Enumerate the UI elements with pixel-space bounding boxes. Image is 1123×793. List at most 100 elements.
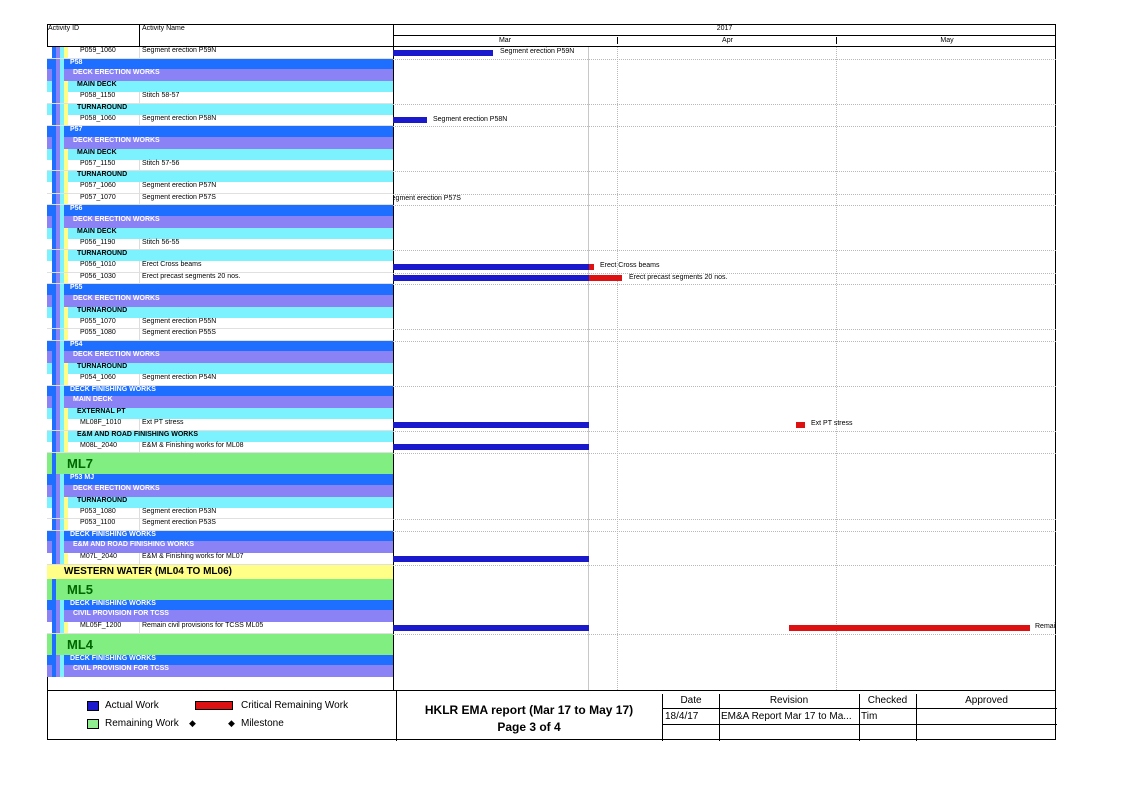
wbs-row-wbs3[interactable]: MAIN DECK <box>47 227 393 239</box>
activity-row[interactable]: P057_1150 Stitch 57-56 <box>47 159 393 171</box>
actual-work-bar[interactable] <box>393 117 427 124</box>
wbs-label: EXTERNAL PT <box>77 408 126 415</box>
wbs-row-wbs2[interactable]: MAIN DECK <box>47 396 393 408</box>
actual-work-bar[interactable] <box>393 624 589 631</box>
wbs-row-wbs2[interactable]: CIVIL PROVISION FOR TCSS <box>47 665 393 677</box>
wbs-row-ml[interactable]: ML7 <box>47 453 393 474</box>
wbs-level-stripe <box>56 171 60 182</box>
actual-work-bar[interactable] <box>393 275 589 282</box>
activity-row[interactable]: ML08F_1010 Ext PT stress <box>47 419 393 431</box>
wbs-row-wbs2[interactable]: E&M AND ROAD FINISHING WORKS <box>47 541 393 553</box>
wbs-row-wbs1[interactable]: P53 MJ <box>47 474 393 485</box>
wbs-row-wbs1[interactable]: DECK FINISHING WORKS <box>47 530 393 541</box>
actual-work-bar[interactable] <box>393 444 589 451</box>
wbs-row-wbs2[interactable]: DECK ERECTION WORKS <box>47 294 393 307</box>
activity-row[interactable]: P058_1060 Segment erection P58N <box>47 114 393 126</box>
activity-id: P057_1150 <box>80 159 116 167</box>
critical-remaining-bar[interactable] <box>789 624 1030 631</box>
wbs-level-stripe <box>56 329 60 340</box>
wbs-row-wbs2[interactable]: DECK ERECTION WORKS <box>47 69 393 81</box>
wbs-level-stripe <box>60 351 64 363</box>
wbs-row-wbs3[interactable]: TURNAROUND <box>47 496 393 508</box>
wbs-row-western[interactable]: WESTERN WATER (ML04 TO ML06) <box>47 564 393 579</box>
actual-work-bar[interactable] <box>393 49 493 56</box>
wbs-level-stripe <box>52 441 56 452</box>
activity-row[interactable]: P057_1060 Segment erection P57N <box>47 182 393 194</box>
row-gridline <box>393 205 1056 206</box>
activity-row[interactable]: P056_1030 Erect precast segments 20 nos. <box>47 272 393 284</box>
wbs-level-stripe <box>60 441 64 452</box>
wbs-row-wbs3[interactable]: TURNAROUND <box>47 250 393 261</box>
wbs-level-stripe <box>60 126 64 137</box>
report-title-block: HKLR EMA report (Mar 17 to May 17) Page … <box>396 691 662 741</box>
wbs-level-stripe <box>64 306 68 318</box>
activity-row[interactable]: P055_1080 Segment erection P55S <box>47 329 393 341</box>
actual-work-swatch <box>87 701 99 711</box>
activity-id: P056_1010 <box>80 261 116 268</box>
wbs-row-wbs2[interactable]: DECK ERECTION WORKS <box>47 136 393 149</box>
wbs-level-stripe <box>56 193 60 204</box>
wbs-level-stripe <box>60 159 64 170</box>
activity-id: P056_1030 <box>80 272 116 280</box>
row-gridline <box>393 284 1056 285</box>
wbs-level-stripe <box>56 374 60 385</box>
wbs-row-wbs2[interactable]: DECK ERECTION WORKS <box>47 215 393 228</box>
actual-work-bar[interactable] <box>393 421 589 428</box>
wbs-row-wbs3[interactable]: TURNAROUND <box>47 171 393 182</box>
wbs-row-wbs3[interactable]: TURNAROUND <box>47 363 393 374</box>
wbs-row-wbs3[interactable]: MAIN DECK <box>47 148 393 160</box>
wbs-row-wbs2[interactable]: CIVIL PROVISION FOR TCSS <box>47 610 393 622</box>
activity-row[interactable]: P059_1060 Segment erection P59N <box>47 47 393 59</box>
activity-row[interactable]: P053_1080 Segment erection P53N <box>47 507 393 519</box>
wbs-level-stripe <box>56 136 60 149</box>
wbs-level-stripe <box>52 261 56 272</box>
wbs-level-stripe <box>52 205 56 216</box>
row-gridline <box>393 126 1056 127</box>
wbs-level-stripe <box>60 553 64 564</box>
activity-name: Segment erection P53S <box>142 519 216 526</box>
wbs-row-wbs1[interactable]: P55 <box>47 284 393 295</box>
activity-row[interactable]: P057_1070 Segment erection P57S <box>47 193 393 205</box>
activity-id: ML05F_1200 <box>80 622 122 629</box>
activity-row[interactable]: P056_1190 Stitch 56-55 <box>47 238 393 250</box>
activity-row[interactable]: P055_1070 Segment erection P55N <box>47 317 393 329</box>
activity-row[interactable]: P054_1060 Segment erection P54N <box>47 374 393 386</box>
wbs-row-wbs1[interactable]: DECK FINISHING WORKS <box>47 654 393 665</box>
activity-row[interactable]: ML05F_1200 Remain civil provisions for TC… <box>47 622 393 634</box>
wbs-row-wbs2[interactable]: DECK ERECTION WORKS <box>47 351 393 363</box>
wbs-row-wbs1[interactable]: DECK FINISHING WORKS <box>47 385 393 396</box>
wbs-row-wbs3[interactable]: MAIN DECK <box>47 81 393 92</box>
wbs-level-stripe <box>56 622 60 633</box>
wbs-row-wbs1[interactable]: DECK FINISHING WORKS <box>47 599 393 610</box>
wbs-row-wbs1[interactable]: P57 <box>47 126 393 137</box>
wbs-row-wbs3[interactable]: E&M AND ROAD FINISHING WORKS <box>47 430 393 442</box>
activity-name-header[interactable]: Activity Name <box>142 25 185 32</box>
activity-row[interactable]: M08L_2040 E&M & Finishing works for ML08 <box>47 441 393 453</box>
activity-row[interactable]: P056_1010 Erect Cross beams <box>47 261 393 273</box>
activity-row[interactable]: M07L_2040 E&M & Finishing works for ML07 <box>47 553 393 565</box>
wbs-row-wbs2[interactable]: DECK ERECTION WORKS <box>47 484 393 497</box>
activity-row[interactable]: P053_1100 Segment erection P53S <box>47 519 393 531</box>
wbs-row-wbs3[interactable]: TURNAROUND <box>47 306 393 318</box>
wbs-row-ml[interactable]: ML4 <box>47 633 393 655</box>
rev-col-3 <box>916 694 917 741</box>
actual-work-bar[interactable] <box>393 263 589 270</box>
activity-name: Erect Cross beams <box>142 261 202 268</box>
critical-remaining-bar[interactable] <box>796 421 805 428</box>
wbs-row-wbs1[interactable]: P54 <box>47 340 393 351</box>
critical-remaining-bar[interactable] <box>589 263 594 270</box>
activity-row[interactable]: P058_1150 Stitch 58-57 <box>47 92 393 104</box>
wbs-level-stripe <box>52 47 56 58</box>
wbs-row-ml[interactable]: ML5 <box>47 578 393 600</box>
wbs-row-wbs3[interactable]: TURNAROUND <box>47 103 393 115</box>
activity-id-header[interactable]: Activity ID <box>48 25 80 32</box>
actual-work-bar[interactable] <box>393 555 589 562</box>
critical-remaining-bar[interactable] <box>589 275 622 282</box>
wbs-level-stripe <box>60 484 64 497</box>
wbs-row-wbs1[interactable]: P58 <box>47 58 393 69</box>
wbs-row-wbs3[interactable]: EXTERNAL PT <box>47 408 393 419</box>
wbs-level-stripe <box>52 284 56 295</box>
wbs-level-stripe <box>60 385 64 396</box>
wbs-level-stripe <box>56 69 60 81</box>
wbs-row-wbs1[interactable]: P56 <box>47 205 393 216</box>
